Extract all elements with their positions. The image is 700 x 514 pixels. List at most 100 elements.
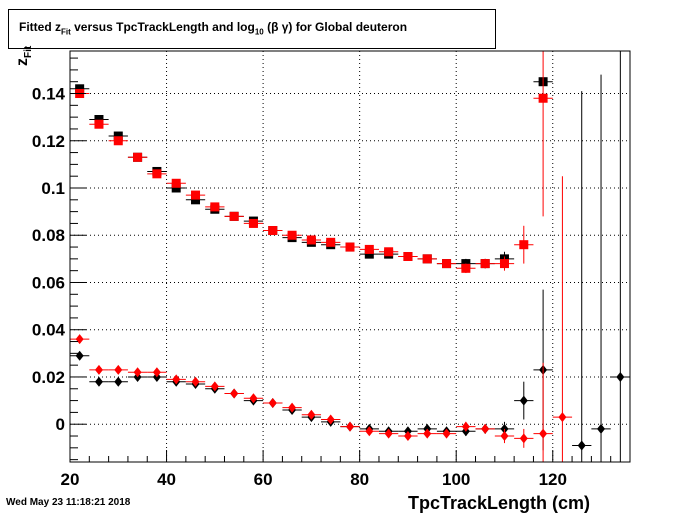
x-tick-label: 120 (539, 470, 567, 489)
chart-markers (70, 51, 630, 462)
data-point (359, 244, 379, 254)
diamond-marker (423, 428, 432, 439)
data-point (475, 423, 495, 434)
data-point (147, 367, 167, 378)
chart-title: Fitted zFit versus TpcTrackLength and lo… (8, 9, 496, 49)
data-point (70, 334, 90, 345)
diamond-marker (268, 397, 277, 408)
square-marker (364, 249, 374, 259)
square-marker (94, 115, 104, 124)
square-marker (133, 152, 143, 162)
square-marker (403, 252, 413, 261)
data-point (378, 247, 399, 257)
data-point (243, 218, 264, 228)
diamond-marker (210, 381, 219, 392)
data-point (108, 376, 128, 387)
diamond-marker (539, 428, 548, 439)
diamond-marker (365, 426, 374, 437)
data-point (456, 263, 476, 274)
data-point (127, 367, 148, 378)
data-point (359, 426, 379, 437)
data-point (301, 235, 322, 245)
diamond-marker (461, 421, 470, 432)
data-point (494, 256, 515, 271)
square-marker (345, 242, 355, 252)
data-point (301, 409, 322, 420)
square-marker (461, 263, 471, 273)
diamond-marker (616, 371, 625, 382)
title-subscript: 10 (254, 27, 264, 37)
data-point (340, 421, 360, 432)
y-tick-label: 0.14 (32, 85, 66, 104)
square-marker (248, 218, 258, 228)
y-tick-label: 0 (56, 415, 65, 434)
diamond-marker (133, 367, 142, 378)
data-point (263, 397, 283, 408)
diamond-marker (577, 440, 586, 451)
square-marker (113, 131, 123, 141)
diamond-marker (114, 364, 123, 375)
data-point (89, 376, 109, 387)
data-point (89, 119, 109, 129)
diamond-marker (307, 409, 316, 420)
data-point (494, 428, 515, 444)
x-tick-label: 60 (254, 470, 273, 489)
data-point (205, 381, 225, 392)
diamond-marker (597, 423, 606, 434)
square-marker (538, 93, 548, 103)
diamond-marker (249, 393, 258, 404)
y-tick-label: 0.02 (32, 368, 65, 387)
y-tick-label: 0.08 (32, 226, 65, 245)
data-point (436, 259, 457, 269)
data-point (514, 225, 534, 264)
diamond-marker (558, 412, 567, 423)
square-marker (519, 240, 529, 250)
diamond-marker (481, 423, 490, 434)
square-marker (191, 190, 201, 200)
data-point (108, 136, 128, 146)
square-marker (442, 259, 452, 269)
square-marker (364, 244, 374, 254)
data-point (340, 242, 360, 252)
data-point (243, 393, 264, 404)
square-marker (499, 259, 509, 269)
y-tick-label: 0.06 (32, 273, 65, 292)
y-tick-label: 0.04 (32, 321, 66, 340)
data-point (398, 431, 418, 442)
diamond-marker (230, 388, 239, 399)
square-marker (268, 226, 278, 236)
data-point (185, 376, 206, 387)
title-part: Fitted z (19, 20, 61, 34)
diamond-marker (94, 364, 103, 375)
data-point (533, 51, 553, 217)
axis-ticks: 20 40 60 80 100 120 0 0.02 0.04 0.06 0.08 0.1 0.12 0.… (32, 57, 631, 489)
data-point (127, 152, 148, 162)
data-point (475, 258, 495, 269)
data-point (514, 381, 534, 420)
square-marker (191, 195, 201, 205)
square-marker (480, 259, 490, 269)
data-point (572, 91, 592, 462)
timestamp: Wed May 23 11:18:21 2018 (6, 497, 131, 508)
data-point (108, 364, 128, 375)
square-marker (94, 119, 104, 129)
title-part: versus TpcTrackLength and log (70, 20, 255, 34)
x-tick-label: 80 (350, 470, 369, 489)
y-axis-label: zFit (14, 45, 35, 66)
square-marker (75, 84, 85, 94)
data-point (591, 74, 611, 462)
data-point (417, 254, 437, 264)
plot-frame (69, 50, 631, 463)
diamond-marker (384, 428, 393, 439)
data-point (224, 211, 244, 221)
square-marker (229, 211, 239, 221)
diamond-marker (326, 414, 335, 425)
diamond-marker (94, 376, 103, 387)
data-point (456, 421, 476, 432)
square-marker (171, 183, 181, 193)
data-point (282, 230, 302, 240)
diamond-marker (442, 428, 451, 439)
diamond-marker (114, 376, 123, 387)
square-marker (210, 202, 220, 212)
data-point (514, 428, 534, 448)
